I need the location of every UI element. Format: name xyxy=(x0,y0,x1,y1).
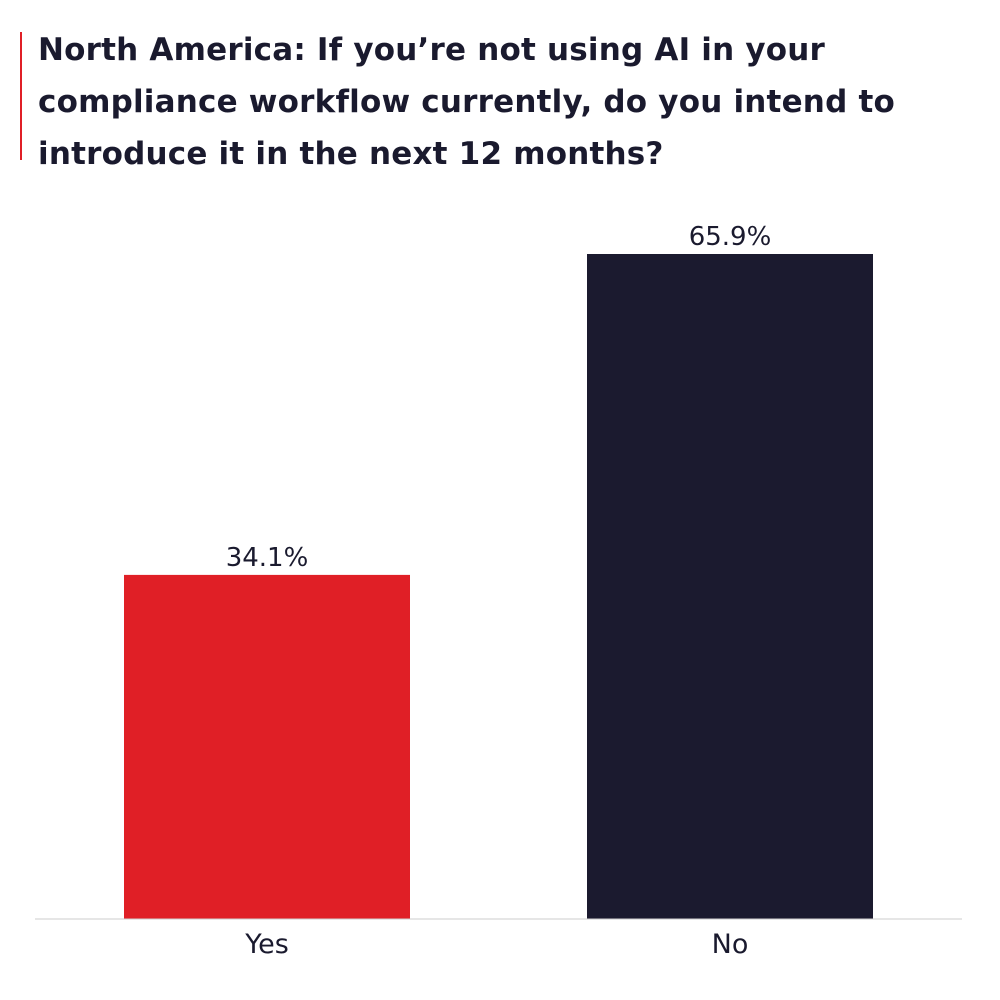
bars-group xyxy=(124,254,873,919)
category-label-no: No xyxy=(712,929,749,960)
value-label-yes: 34.1% xyxy=(226,543,309,573)
bar-yes xyxy=(124,574,410,919)
bar-no xyxy=(587,254,873,919)
title-accent-line xyxy=(20,32,22,160)
chart-title: North America: If you’re not using AI in… xyxy=(38,32,895,172)
category-label-yes: Yes xyxy=(244,929,289,960)
value-label-no: 65.9% xyxy=(689,222,772,252)
labels-group: 34.1% Yes 65.9% No xyxy=(226,222,772,960)
